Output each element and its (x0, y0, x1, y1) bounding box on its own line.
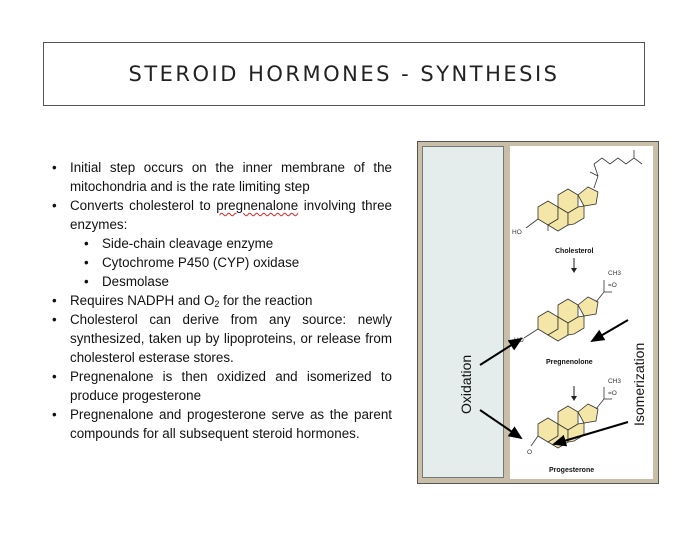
slide-title: STEROID HORMONES - SYNTHESIS (128, 62, 560, 86)
bullet-item: Initial step occurs on the inner membran… (48, 158, 392, 196)
pathway-diagram: HO Cholesterol CH3 =O HO Pregnenolone (458, 150, 647, 474)
cholesterol-label: Cholesterol (555, 248, 594, 255)
progesterone-label: Progesterone (549, 467, 594, 474)
oxidation-arrow-down (479, 409, 523, 440)
pregnenolone-structure (537, 296, 599, 342)
enzyme-sublist: Side-chain cleavage enzyme Cytochrome P4… (70, 234, 392, 291)
o-group-label: O (527, 449, 532, 456)
progesterone-structure (537, 403, 599, 449)
title-box: STEROID HORMONES - SYNTHESIS (43, 42, 645, 106)
bullet-item: Requires NADPH and O2 for the reaction (48, 291, 392, 310)
isomerization-label: Isomerization (631, 343, 647, 426)
bullet-item: Pregnenalone is then oxidized and isomer… (48, 367, 392, 405)
ho-group-label: HO (512, 229, 522, 236)
figure-left-panel (422, 146, 504, 478)
bullet-item: Converts cholesterol to pregnenalone inv… (48, 196, 392, 291)
oxidation-arrow-up (479, 337, 523, 366)
steroid-pathway-figure: HO Cholesterol CH3 =O HO Pregnenolone (417, 141, 659, 484)
misspelled-word: pregnenalone (216, 198, 299, 213)
carbonyl-label: =O (608, 390, 617, 397)
sub-bullet-item: Cytochrome P450 (CYP) oxidase (70, 253, 392, 272)
bullet-item: Cholesterol can derive from any source: … (48, 310, 392, 367)
cholesterol-structure (537, 186, 599, 232)
isomerization-arrow-up (590, 319, 629, 343)
sub-bullet-item: Desmolase (70, 272, 392, 291)
carbonyl-label: =O (608, 282, 617, 289)
oxidation-label: Oxidation (458, 355, 474, 414)
isomerization-arrow-down (552, 421, 629, 447)
ch3-label: CH3 (608, 270, 621, 277)
ch3-label: CH3 (608, 378, 621, 385)
bullet-item: Pregnenalone and progesterone serve as t… (48, 405, 392, 443)
pregnenolone-label: Pregnenolone (546, 359, 593, 366)
sub-bullet-item: Side-chain cleavage enzyme (70, 234, 392, 253)
bullet-list: Initial step occurs on the inner membran… (48, 158, 392, 443)
